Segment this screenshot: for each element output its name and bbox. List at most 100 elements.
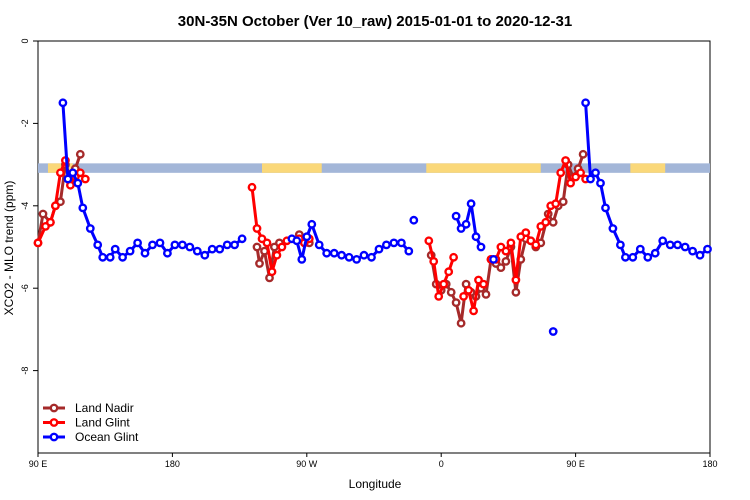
series-ocean-glint xyxy=(58,98,712,336)
data-point xyxy=(496,263,506,272)
data-point xyxy=(456,318,466,328)
data-point xyxy=(222,240,232,250)
data-point xyxy=(58,98,68,108)
x-tick-label: 90 W xyxy=(296,459,318,469)
data-point xyxy=(185,242,195,252)
data-point xyxy=(444,267,454,277)
data-point xyxy=(381,240,391,250)
data-point xyxy=(558,197,568,207)
data-point xyxy=(556,168,566,178)
data-point xyxy=(404,246,414,256)
data-point xyxy=(446,287,456,297)
data-point xyxy=(307,219,317,229)
data-point xyxy=(628,252,638,262)
data-point xyxy=(322,248,332,258)
data-point xyxy=(292,236,302,246)
data-point xyxy=(429,256,439,266)
data-point xyxy=(680,242,690,252)
data-point xyxy=(658,236,668,246)
data-point xyxy=(68,168,78,178)
data-point xyxy=(581,98,590,108)
data-point xyxy=(277,242,287,252)
y-tick-label: -2 xyxy=(20,119,30,127)
data-point xyxy=(703,244,712,254)
chart-title: 30N-35N October (Ver 10_raw) 2015-01-01 … xyxy=(178,13,572,30)
data-point xyxy=(596,178,605,188)
data-point xyxy=(302,232,312,242)
data-point xyxy=(314,240,324,250)
data-point xyxy=(73,178,83,188)
data-point xyxy=(489,254,498,264)
data-point xyxy=(140,248,150,258)
legend-marker xyxy=(49,418,59,427)
data-point xyxy=(511,275,521,285)
land-segment xyxy=(630,163,666,173)
data-point xyxy=(247,182,257,192)
data-point xyxy=(459,291,468,301)
data-point xyxy=(551,199,561,209)
data-point xyxy=(125,246,135,256)
legend-label: Land Nadir xyxy=(75,401,134,415)
data-point xyxy=(616,240,625,250)
data-point xyxy=(389,238,399,248)
data-point xyxy=(396,238,406,248)
x-tick-label: 180 xyxy=(702,459,717,469)
data-point xyxy=(511,287,521,297)
data-point xyxy=(56,168,65,178)
data-point xyxy=(200,250,210,260)
data-point xyxy=(177,240,187,250)
legend-label: Ocean Glint xyxy=(75,430,139,444)
series-line xyxy=(584,102,709,259)
data-point xyxy=(215,244,225,254)
data-point xyxy=(105,252,115,262)
data-point xyxy=(578,149,588,159)
land-segment xyxy=(426,163,541,173)
data-point xyxy=(576,168,585,178)
data-point xyxy=(501,256,511,266)
data-point xyxy=(230,240,240,250)
data-point xyxy=(352,254,361,264)
data-point xyxy=(471,232,481,242)
data-point xyxy=(561,156,570,165)
data-point xyxy=(51,201,60,211)
data-point xyxy=(586,174,595,184)
data-point xyxy=(665,240,675,250)
data-point xyxy=(374,244,384,254)
data-point xyxy=(344,252,354,262)
data-point xyxy=(541,217,551,227)
data-point xyxy=(466,199,476,209)
data-point xyxy=(608,224,618,233)
x-tick-label: 0 xyxy=(439,459,444,469)
data-point xyxy=(118,252,128,262)
legend-marker xyxy=(49,432,59,442)
x-axis-label: Longitude xyxy=(349,477,402,491)
data-point xyxy=(506,238,516,248)
data-point xyxy=(207,244,217,254)
data-point xyxy=(481,289,491,299)
data-point xyxy=(434,291,444,301)
data-point xyxy=(262,238,272,248)
y-tick-label: -8 xyxy=(20,367,30,375)
data-point xyxy=(192,246,202,256)
data-point xyxy=(63,174,73,184)
y-axis-label: XCO2 - MLO trend (ppm) xyxy=(2,181,16,316)
data-point xyxy=(359,250,369,260)
data-point xyxy=(650,248,660,258)
y-tick-label: -6 xyxy=(20,284,30,292)
x-tick-label: 90 E xyxy=(566,459,585,469)
data-point xyxy=(237,234,247,244)
x-axis: 90 E 180 90 W 0 90 E 180 xyxy=(29,453,718,469)
data-point xyxy=(93,240,103,250)
series-line xyxy=(61,102,244,259)
land-mask-band xyxy=(38,163,710,173)
data-point xyxy=(155,238,165,248)
data-point xyxy=(162,248,172,258)
data-point xyxy=(252,242,262,252)
data-point xyxy=(329,248,339,258)
data-point xyxy=(695,250,705,260)
data-point xyxy=(449,252,458,262)
data-point xyxy=(521,228,531,238)
y-tick-label: 0 xyxy=(20,38,30,43)
